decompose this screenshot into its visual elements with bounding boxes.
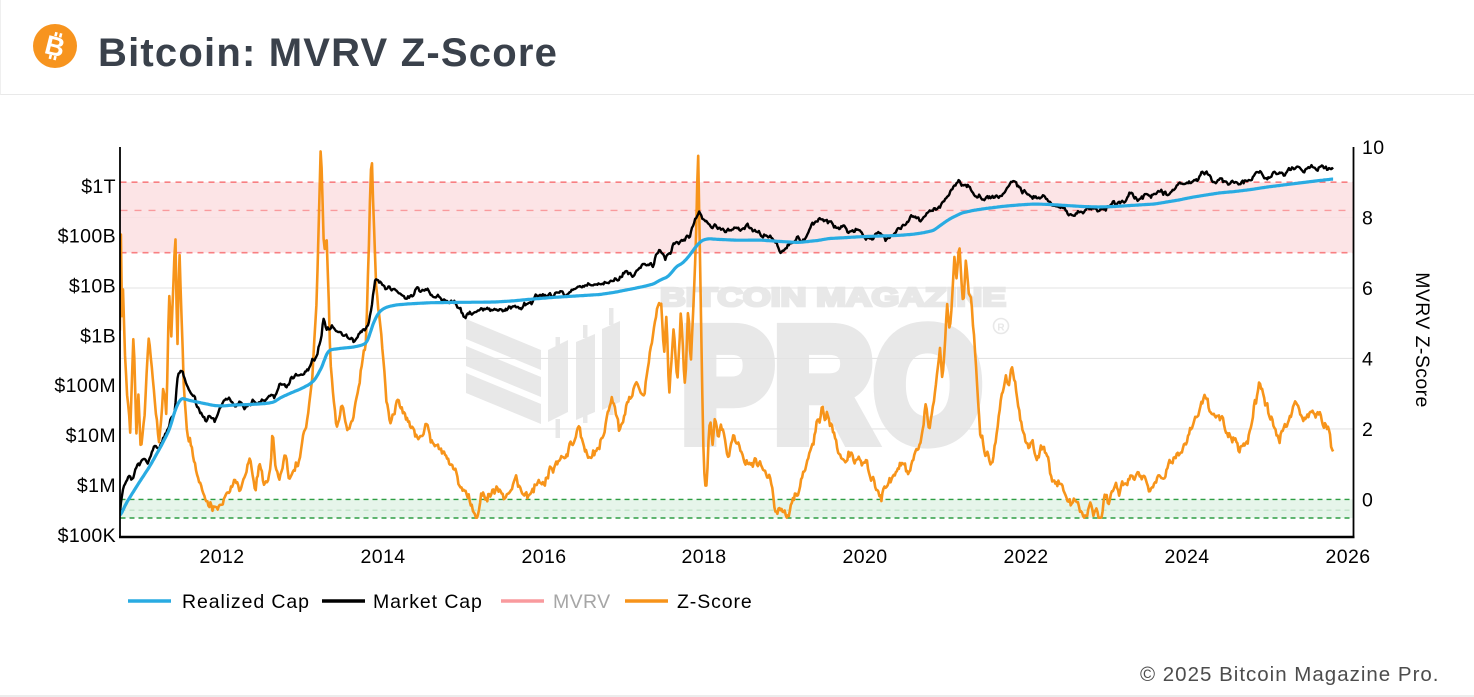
svg-text:2024: 2024 — [1165, 546, 1210, 568]
svg-text:© 2025 Bitcoin Magazine Pro.: © 2025 Bitcoin Magazine Pro. — [1140, 663, 1440, 686]
svg-text:$100K: $100K — [58, 525, 116, 547]
svg-text:$1T: $1T — [81, 176, 116, 198]
svg-text:$10B: $10B — [69, 276, 116, 298]
svg-text:$1M: $1M — [77, 475, 116, 497]
svg-text:2012: 2012 — [200, 546, 245, 568]
svg-text:2022: 2022 — [1004, 546, 1049, 568]
svg-text:$10M: $10M — [66, 425, 116, 447]
svg-text:BITCOIN MAGAZINE: BITCOIN MAGAZINE — [660, 282, 1006, 312]
svg-text:6: 6 — [1362, 278, 1373, 300]
svg-text:MVRV: MVRV — [553, 591, 611, 613]
svg-text:Z-Score: Z-Score — [677, 591, 753, 613]
svg-text:2020: 2020 — [843, 546, 888, 568]
svg-text:Market Cap: Market Cap — [373, 591, 483, 613]
svg-text:$100B: $100B — [58, 226, 116, 248]
svg-text:$1B: $1B — [80, 325, 116, 347]
svg-text:2018: 2018 — [682, 546, 727, 568]
svg-text:2016: 2016 — [522, 546, 567, 568]
svg-text:$100M: $100M — [54, 375, 116, 397]
svg-text:10: 10 — [1362, 137, 1385, 159]
svg-text:MVRV Z-Score: MVRV Z-Score — [1411, 272, 1433, 408]
svg-text:8: 8 — [1362, 208, 1373, 230]
svg-text:2026: 2026 — [1326, 546, 1371, 568]
svg-text:R: R — [997, 323, 1005, 334]
svg-text:0: 0 — [1362, 489, 1373, 511]
svg-text:4: 4 — [1362, 348, 1373, 370]
svg-text:2: 2 — [1362, 419, 1373, 441]
svg-text:2014: 2014 — [361, 546, 406, 568]
svg-text:Realized Cap: Realized Cap — [182, 591, 310, 613]
